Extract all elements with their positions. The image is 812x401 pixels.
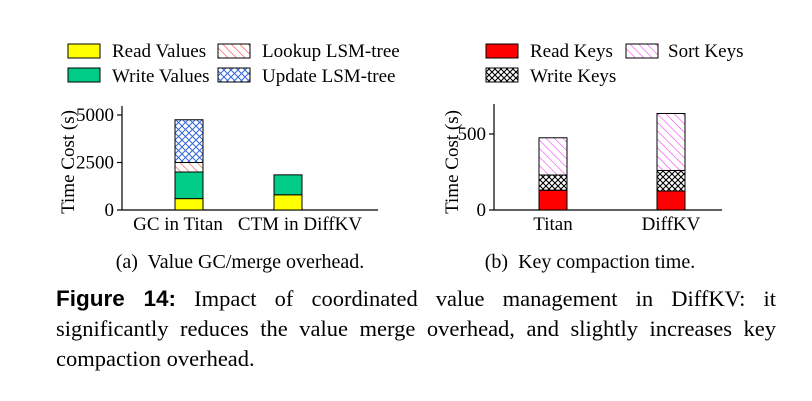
legend-swatch-write-keys	[485, 67, 519, 83]
chart-b-subcaption: (b) Key compaction time.	[485, 251, 696, 273]
chart-b-ylabel: Time Cost (s)	[442, 110, 463, 214]
chart-a-category-1: CTM in DiffKV	[238, 214, 362, 235]
legend-label-read-values: Read Values	[112, 41, 206, 62]
legend-label-write-keys: Write Keys	[530, 66, 616, 87]
chart-a-subcaption: (a) Value GC/merge overhead.	[116, 251, 365, 273]
bar-gc-in-titan-update-lsm-tree	[174, 119, 204, 163]
legend-label-sort-keys: Sort Keys	[668, 41, 743, 62]
chart-b-ytick-label-0: 0	[477, 200, 487, 221]
chart-b-ticks: 0 500	[458, 124, 494, 221]
chart-a: Read Values Lookup LSM-tree Write Values…	[58, 41, 400, 273]
chart-b-legend: Read Keys Sort Keys Write Keys	[485, 41, 743, 87]
bar-titan-read-keys	[538, 189, 568, 211]
legend-swatch-read-keys	[485, 43, 519, 59]
bar-ctm-in-diffkv-write-values	[273, 174, 303, 196]
chart-a-ytick-label-0: 0	[105, 200, 115, 221]
bar-ctm-in-diffkv-read-values	[273, 194, 303, 211]
legend-label-read-keys: Read Keys	[530, 41, 613, 62]
chart-b-bars	[538, 112, 686, 211]
legend-swatch-sort-keys	[625, 43, 659, 59]
chart-a-ytick-label-1: 2500	[76, 153, 114, 174]
legend-swatch-update-lsm-tree	[217, 67, 251, 83]
bar-diffkv-read-keys	[656, 190, 686, 211]
chart-b-category-0: Titan	[533, 214, 573, 235]
chart-a-ytick-label-2: 5000	[76, 105, 114, 126]
figure-caption: Figure 14: Impact of coordinated value m…	[56, 284, 776, 374]
bar-titan-write-keys	[538, 174, 568, 191]
chart-b-category-1: DiffKV	[642, 214, 701, 235]
bar-diffkv-write-keys	[656, 169, 686, 192]
chart-a-bars	[174, 119, 303, 211]
chart-b: Read Keys Sort Keys Write Keys Time Cost…	[442, 41, 743, 273]
legend-label-update-lsm-tree: Update LSM-tree	[262, 66, 395, 87]
bar-gc-in-titan-lookup-lsm-tree	[174, 162, 204, 173]
chart-a-ylabel: Time Cost (s)	[58, 110, 79, 214]
chart-a-ticks: 0 2500 5000	[76, 105, 122, 221]
figure-caption-label: Figure 14:	[56, 286, 176, 311]
bar-gc-in-titan-write-values	[174, 171, 204, 200]
bar-gc-in-titan-read-values	[174, 198, 204, 211]
chart-b-ytick-label-1: 500	[458, 124, 487, 145]
legend-label-lookup-lsm-tree: Lookup LSM-tree	[262, 41, 400, 62]
legend-swatch-write-values	[67, 67, 101, 83]
legend-swatch-lookup-lsm-tree	[217, 43, 251, 59]
legend-label-write-values: Write Values	[112, 66, 210, 87]
chart-a-legend: Read Values Lookup LSM-tree Write Values…	[67, 41, 400, 87]
chart-a-category-0: GC in Titan	[133, 214, 223, 235]
figure-caption-text: Impact of coordinated value management i…	[56, 286, 776, 371]
bar-diffkv-sort-keys	[656, 112, 686, 171]
bar-titan-sort-keys	[538, 137, 568, 176]
legend-swatch-read-values	[67, 43, 101, 59]
